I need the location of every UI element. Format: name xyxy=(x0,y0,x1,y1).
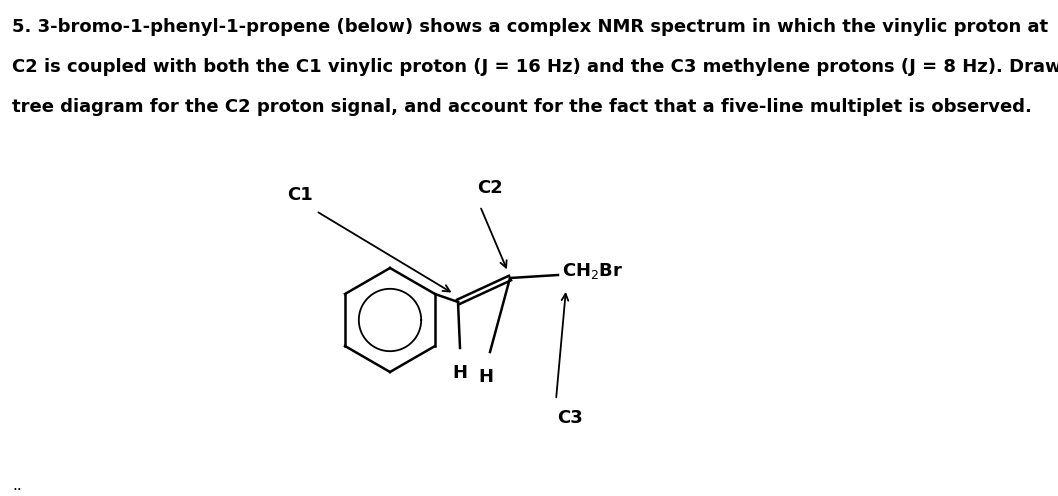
Text: tree diagram for the C2 proton signal, and account for the fact that a five-line: tree diagram for the C2 proton signal, a… xyxy=(12,98,1032,116)
Text: H: H xyxy=(453,364,468,382)
Text: C2: C2 xyxy=(477,179,503,197)
Text: C2 is coupled with both the C1 vinylic proton (J = 16 Hz) and the C3 methylene p: C2 is coupled with both the C1 vinylic p… xyxy=(12,58,1058,76)
Text: CH$_2$Br: CH$_2$Br xyxy=(562,261,623,281)
Text: ..: .. xyxy=(12,478,22,493)
Text: H: H xyxy=(478,368,493,386)
Text: C3: C3 xyxy=(558,409,583,427)
Text: 5. 3-bromo-1-phenyl-1-propene (below) shows a complex NMR spectrum in which the : 5. 3-bromo-1-phenyl-1-propene (below) sh… xyxy=(12,18,1048,36)
Text: C1: C1 xyxy=(287,186,313,204)
